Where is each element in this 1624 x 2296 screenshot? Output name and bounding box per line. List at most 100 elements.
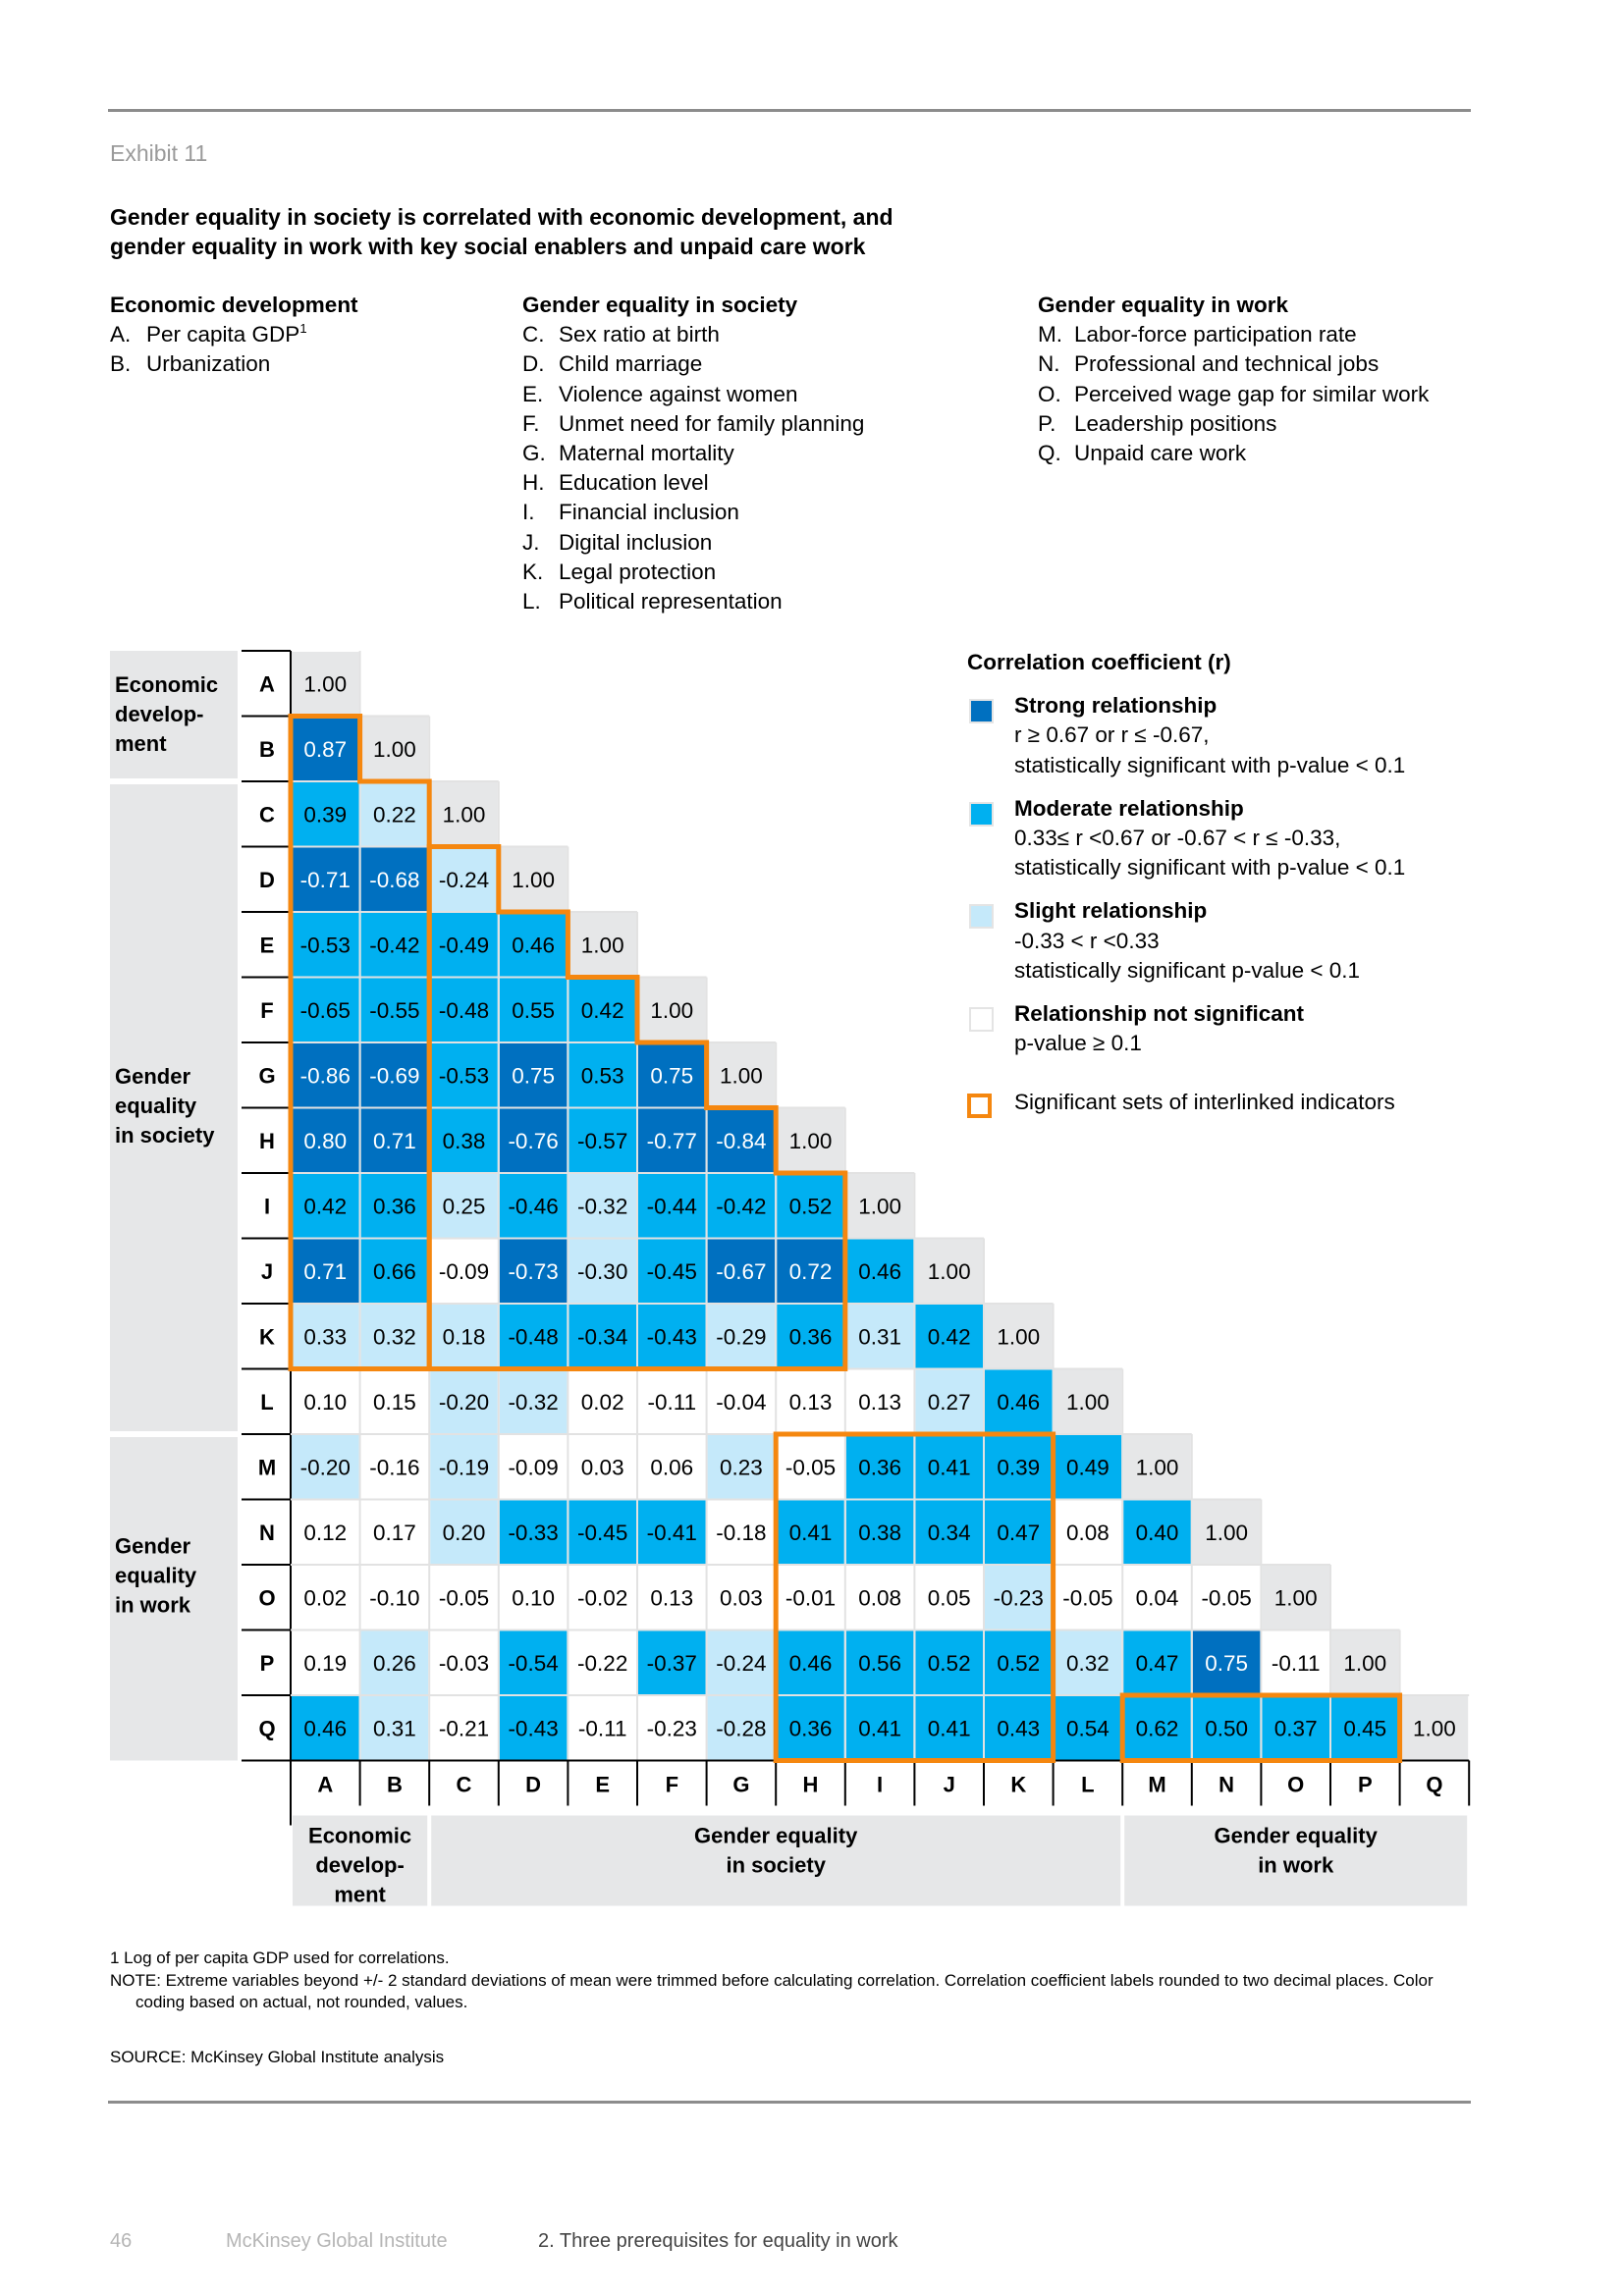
- definition-item: O. Perceived wage gap for similar work: [1038, 380, 1429, 409]
- cell-N-D: [499, 1500, 568, 1564]
- cell-O-I: [845, 1566, 914, 1629]
- cell-value: 0.22: [373, 802, 416, 827]
- cell-P-A: [292, 1630, 359, 1694]
- definitions-work: Gender equality in work M. Labor-force pa…: [1038, 291, 1429, 468]
- row-group-label: Gender: [115, 1064, 190, 1089]
- definition-label: Professional and technical jobs: [1074, 351, 1380, 377]
- column-label-H: H: [803, 1773, 819, 1797]
- cell-value: 0.41: [928, 1455, 971, 1479]
- cell-H-C: [430, 1108, 498, 1172]
- cell-B-A: [292, 717, 359, 780]
- bottom-rule: [108, 2101, 1471, 2104]
- cell-N-M: [1123, 1500, 1191, 1564]
- cell-I-A: [292, 1174, 359, 1238]
- definition-item: H. Education level: [522, 468, 864, 498]
- cell-P-M: [1123, 1630, 1191, 1694]
- cell-value: 0.34: [928, 1521, 971, 1545]
- cell-O-E: [568, 1566, 636, 1629]
- definition-item: I. Financial inclusion: [522, 498, 864, 527]
- definition-key: J.: [522, 529, 540, 555]
- cell-value: 1.00: [650, 998, 693, 1023]
- cell-value: -0.65: [300, 998, 351, 1023]
- cell-L-D: [499, 1369, 568, 1433]
- cell-value: 0.46: [303, 1716, 347, 1740]
- cell-value: -0.42: [369, 933, 419, 957]
- cell-value: -0.29: [716, 1324, 766, 1349]
- cell-O-J: [915, 1566, 983, 1629]
- cell-M-F: [638, 1435, 706, 1499]
- cell-M-B: [360, 1435, 429, 1499]
- cell-value: 0.45: [1343, 1716, 1386, 1740]
- cell-J-I: [845, 1239, 914, 1303]
- definition-label: Maternal mortality: [559, 441, 734, 466]
- cell-P-N: [1192, 1630, 1261, 1694]
- cell-O-M: [1123, 1566, 1191, 1629]
- cell-G-A: [292, 1043, 359, 1107]
- footnote-1: 1 Log of per capita GDP used for correla…: [110, 1949, 450, 1967]
- definition-item: E. Violence against women: [522, 380, 864, 409]
- cell-K-B: [360, 1305, 429, 1368]
- cell-value: -0.48: [508, 1324, 558, 1349]
- cell-value: 0.02: [303, 1585, 347, 1610]
- cell-value: -0.45: [647, 1259, 697, 1284]
- cell-value: 1.00: [928, 1259, 971, 1284]
- row-label-A: A: [259, 671, 275, 696]
- cell-value: -0.37: [647, 1651, 697, 1676]
- definition-key: L.: [522, 589, 541, 614]
- cell-H-H: [777, 1108, 844, 1172]
- cell-value: 0.05: [928, 1585, 971, 1610]
- cell-value: 0.41: [928, 1716, 971, 1740]
- row-label-L: L: [260, 1390, 273, 1415]
- cell-G-B: [360, 1043, 429, 1107]
- cell-value: -0.44: [647, 1194, 697, 1218]
- column-label-C: C: [457, 1773, 472, 1797]
- legend-item-text: statistically significant with p-value <…: [1014, 855, 1406, 881]
- legend-item-text: -0.33 < r <0.33: [1014, 928, 1160, 953]
- definition-key: K.: [522, 559, 544, 584]
- cell-value: 1.00: [303, 671, 347, 696]
- column-group-label: Gender equality: [1215, 1824, 1379, 1848]
- cell-value: 0.03: [581, 1455, 624, 1479]
- column-label-E: E: [595, 1773, 610, 1797]
- definitions-society: Gender equality in society C. Sex ratio a…: [522, 291, 864, 616]
- cell-G-E: [568, 1043, 636, 1107]
- cell-O-N: [1192, 1566, 1261, 1629]
- cell-D-C: [430, 847, 498, 911]
- row-group-label: in work: [115, 1593, 191, 1618]
- interlinked-set-outline: [288, 714, 432, 1371]
- cell-value: 0.33: [303, 1324, 347, 1349]
- cell-E-C: [430, 913, 498, 977]
- cell-value: 0.15: [373, 1390, 416, 1415]
- cell-value: -0.19: [439, 1455, 489, 1479]
- column-label-P: P: [1358, 1773, 1373, 1797]
- cell-M-A: [292, 1435, 359, 1499]
- cell-value: -0.86: [300, 1063, 351, 1088]
- cell-H-E: [568, 1108, 636, 1172]
- title-line-2: gender equality in work with key social …: [110, 234, 866, 259]
- column-group-label: in work: [1258, 1853, 1334, 1878]
- cell-value: -0.71: [300, 868, 351, 892]
- cell-M-C: [430, 1435, 498, 1499]
- definition-label: Financial inclusion: [559, 500, 739, 525]
- definition-label: Unmet need for family planning: [559, 410, 865, 436]
- column-label-M: M: [1148, 1773, 1165, 1797]
- cell-value: -0.05: [1201, 1585, 1251, 1610]
- legend-item-text: p-value ≥ 0.1: [1014, 1031, 1142, 1056]
- cell-N-F: [638, 1500, 706, 1564]
- cell-F-D: [499, 978, 568, 1041]
- cell-value: 0.27: [928, 1390, 971, 1415]
- cell-value: 0.38: [443, 1129, 486, 1153]
- cell-Q-E: [568, 1696, 636, 1760]
- cell-O-H: [777, 1566, 844, 1629]
- cell-value: 0.52: [928, 1651, 971, 1676]
- cell-value: -0.33: [508, 1521, 558, 1545]
- cell-value: -0.20: [439, 1390, 489, 1415]
- cell-P-G: [707, 1630, 776, 1694]
- cell-value: 0.56: [858, 1651, 901, 1676]
- legend-item-text: statistically significant with p-value <…: [1014, 752, 1406, 777]
- definition-label: Per capita GDP1: [146, 321, 307, 347]
- legend-item-text: 0.33≤ r <0.67 or -0.67 < r ≤ -0.33,: [1014, 826, 1341, 851]
- cell-value: -0.24: [716, 1651, 766, 1676]
- cell-J-A: [292, 1239, 359, 1303]
- row-label-P: P: [260, 1651, 275, 1676]
